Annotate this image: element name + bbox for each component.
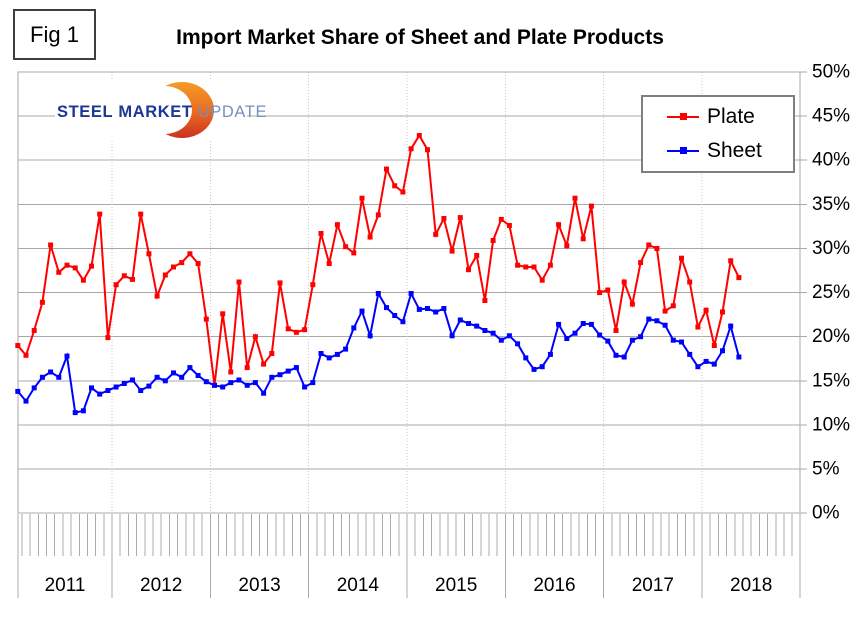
legend-label-plate: Plate bbox=[707, 105, 755, 129]
series-sheet bbox=[15, 290, 742, 416]
svg-text:20%: 20% bbox=[812, 326, 850, 347]
sheet-series-line bbox=[17, 290, 740, 414]
legend-item-plate: Plate bbox=[667, 104, 793, 130]
legend-item-sheet: Sheet bbox=[667, 138, 793, 164]
svg-text:2015: 2015 bbox=[435, 575, 477, 596]
logo-word-update: UPDATE bbox=[197, 103, 268, 121]
steel-market-update-logo: STEEL MARKET UPDATE bbox=[55, 80, 266, 140]
svg-text:35%: 35% bbox=[812, 194, 850, 215]
chart-title: Import Market Share of Sheet and Plate P… bbox=[176, 26, 664, 49]
svg-text:2016: 2016 bbox=[533, 575, 575, 596]
sheet-line-marker-icon bbox=[667, 146, 699, 156]
svg-text:45%: 45% bbox=[812, 106, 850, 127]
svg-text:2014: 2014 bbox=[337, 575, 380, 596]
sheet-series-markers bbox=[15, 291, 742, 416]
logo-word-steel: STEEL bbox=[57, 103, 114, 121]
legend: Plate Sheet bbox=[641, 95, 795, 173]
svg-text:5%: 5% bbox=[812, 459, 840, 480]
logo-text: STEEL MARKET UPDATE bbox=[57, 103, 267, 122]
y-axis-tick-labels: 0% 5% 10% 15% 20% 25% 30% 35% 40% 45% 50% bbox=[812, 62, 850, 524]
legend-label-sheet: Sheet bbox=[707, 138, 762, 162]
svg-text:2018: 2018 bbox=[730, 575, 772, 596]
series-plate bbox=[15, 133, 742, 388]
figure-number-label: Fig 1 bbox=[30, 21, 79, 47]
figure-number-box: Fig 1 bbox=[13, 9, 96, 60]
plate-line-marker-icon bbox=[667, 112, 699, 122]
x-axis-year-separators bbox=[17, 514, 801, 598]
logo-swoosh-icon bbox=[137, 82, 214, 138]
svg-text:10%: 10% bbox=[812, 414, 850, 435]
svg-text:2012: 2012 bbox=[140, 575, 182, 596]
svg-text:40%: 40% bbox=[812, 150, 850, 171]
plate-series-markers bbox=[15, 133, 742, 388]
svg-text:25%: 25% bbox=[812, 282, 850, 303]
svg-text:15%: 15% bbox=[812, 370, 850, 391]
svg-text:0%: 0% bbox=[812, 503, 840, 524]
svg-text:2013: 2013 bbox=[238, 575, 280, 596]
y-axis-ticks bbox=[800, 71, 807, 514]
svg-text:50%: 50% bbox=[812, 62, 850, 83]
logo-word-market: MARKET bbox=[118, 103, 193, 121]
x-axis-month-ticks bbox=[21, 514, 793, 556]
x-axis-year-labels: 2011 2012 2013 2014 2015 2016 2017 2018 bbox=[45, 575, 773, 596]
svg-text:30%: 30% bbox=[812, 238, 850, 259]
plate-series-line bbox=[17, 133, 740, 386]
svg-text:2011: 2011 bbox=[45, 575, 86, 596]
svg-text:2017: 2017 bbox=[632, 575, 674, 596]
